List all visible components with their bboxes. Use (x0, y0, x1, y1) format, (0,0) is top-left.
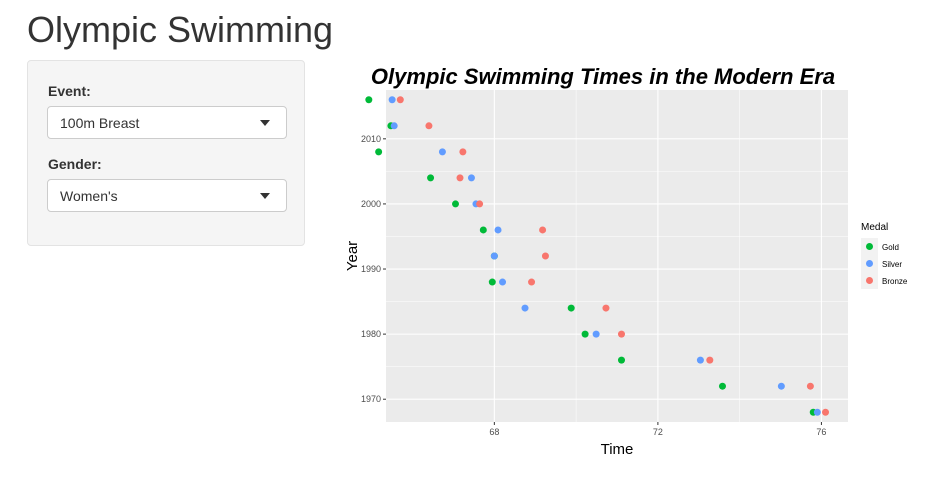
data-point-bronze (456, 174, 464, 182)
data-point-bronze (539, 226, 547, 234)
data-point-gold (427, 174, 435, 182)
swimming-times-chart: Olympic Swimming Times in the Modern Era… (344, 64, 908, 458)
legend-label-gold: Gold (882, 243, 899, 252)
data-point-gold (375, 148, 383, 156)
data-point-silver (388, 96, 396, 104)
event-select[interactable]: 100m Breast (47, 106, 287, 139)
legend-label-bronze: Bronze (882, 277, 908, 286)
data-point-gold (617, 356, 625, 364)
data-point-silver (390, 122, 398, 130)
data-point-bronze (806, 382, 814, 390)
data-point-bronze (425, 122, 433, 130)
chevron-down-icon (260, 193, 270, 199)
legend-marker-bronze (866, 277, 873, 284)
data-point-bronze (706, 356, 714, 364)
data-point-bronze (459, 148, 467, 156)
x-tick-label: 68 (489, 427, 499, 437)
x-tick-label: 72 (653, 427, 663, 437)
data-point-bronze (396, 96, 404, 104)
data-point-silver (467, 174, 475, 182)
data-point-silver (521, 304, 529, 312)
data-point-silver (490, 252, 498, 260)
y-tick-label: 2010 (361, 134, 381, 144)
y-axis-title: Year (344, 241, 361, 271)
chevron-down-icon (260, 120, 270, 126)
data-point-silver (813, 408, 821, 416)
x-axis-title: Time (601, 441, 634, 458)
data-point-gold (488, 278, 496, 286)
data-point-bronze (541, 252, 549, 260)
data-point-silver (777, 382, 785, 390)
data-point-bronze (602, 304, 610, 312)
x-tick-label: 76 (816, 427, 826, 437)
plot-panel (386, 90, 848, 422)
data-point-gold (567, 304, 575, 312)
data-point-gold (479, 226, 487, 234)
legend-marker-silver (866, 260, 873, 267)
gender-select-value: Women's (60, 188, 118, 204)
data-point-bronze (476, 200, 484, 208)
data-point-gold (452, 200, 460, 208)
data-point-gold (581, 330, 589, 338)
app-title: Olympic Swimming (27, 9, 334, 50)
event-label: Event: (48, 83, 91, 99)
gender-select[interactable]: Women's (47, 179, 287, 212)
data-point-bronze (617, 330, 625, 338)
data-point-bronze (822, 408, 830, 416)
chart-title: Olympic Swimming Times in the Modern Era (371, 64, 835, 89)
legend-title: Medal (861, 222, 888, 233)
data-point-silver (696, 356, 704, 364)
data-point-silver (438, 148, 446, 156)
data-point-silver (494, 226, 502, 234)
event-select-value: 100m Breast (60, 115, 140, 131)
data-point-silver (499, 278, 507, 286)
y-tick-label: 1970 (361, 394, 381, 404)
data-point-silver (592, 330, 600, 338)
legend-label-silver: Silver (882, 260, 902, 269)
legend-marker-gold (866, 243, 873, 250)
data-point-bronze (528, 278, 536, 286)
y-tick-label: 1980 (361, 329, 381, 339)
data-point-gold (365, 96, 373, 104)
y-tick-label: 2000 (361, 199, 381, 209)
sidebar-panel: Event: 100m Breast Gender: Women's (27, 60, 305, 246)
gender-label: Gender: (48, 156, 102, 172)
data-point-gold (718, 382, 726, 390)
y-tick-label: 1990 (361, 264, 381, 274)
